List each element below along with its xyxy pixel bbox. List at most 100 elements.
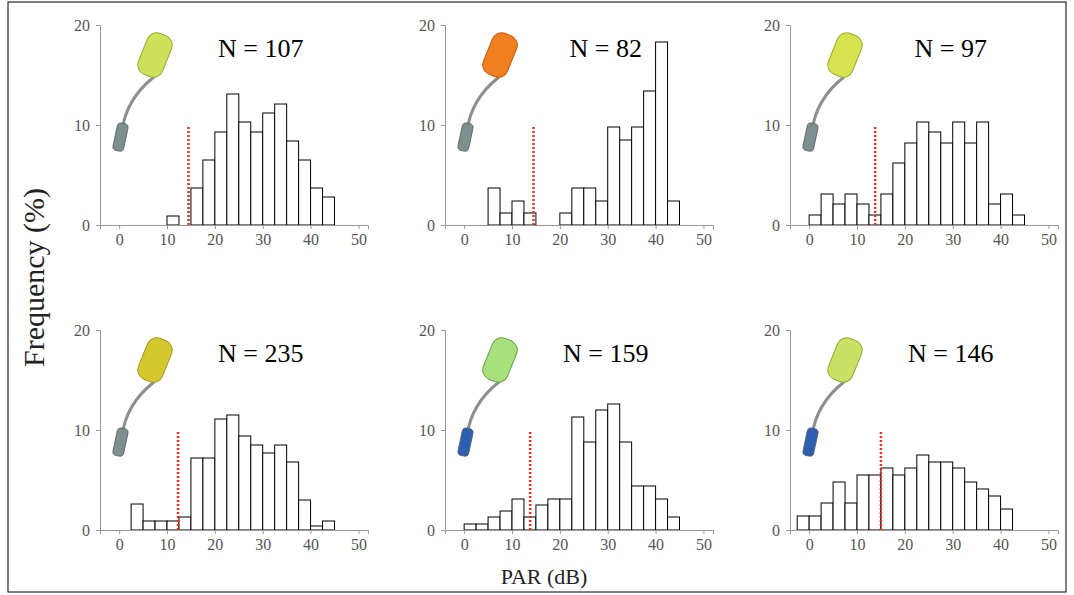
y-tick-mark: [786, 330, 790, 331]
x-axis: 01020304050: [791, 530, 1059, 553]
histogram-bar: [167, 216, 179, 225]
x-tick-mark: [215, 225, 216, 229]
x-tick-mark: [703, 530, 704, 534]
earplug-icon: [112, 335, 175, 457]
histogram-bar: [833, 482, 845, 530]
histogram-bar: [323, 521, 335, 530]
x-tick: 20: [552, 530, 568, 553]
x-tick: 20: [897, 530, 913, 553]
histogram-bar: [215, 132, 227, 225]
histogram-bar: [215, 419, 227, 530]
y-tick-label: 20: [764, 322, 780, 339]
y-tick-mark: [786, 530, 790, 531]
x-tick-mark: [215, 530, 216, 534]
x-tick-mark: [1048, 225, 1049, 229]
x-tick-label: 10: [160, 536, 176, 553]
y-tick-label: 10: [764, 117, 780, 134]
x-tick-mark: [512, 225, 513, 229]
x-axis-line: [446, 226, 714, 230]
histogram-bar: [857, 475, 869, 530]
panel: 0102030405001020N = 82: [419, 17, 714, 249]
x-tick: 0: [116, 225, 124, 248]
histogram-bar: [644, 91, 656, 225]
x-tick: 40: [648, 530, 664, 553]
y-tick: 10: [764, 422, 790, 439]
x-tick-label: 50: [351, 536, 367, 553]
icon-handle: [457, 427, 474, 457]
x-axis: 01020304050: [101, 225, 369, 248]
histogram-bar: [797, 225, 809, 226]
histogram-bar: [536, 505, 548, 530]
sample-size-label: N = 159: [563, 339, 648, 368]
x-tick-mark: [358, 225, 359, 229]
x-tick-mark: [119, 530, 120, 534]
histogram-bar: [131, 225, 143, 226]
y-axis-line: [441, 331, 446, 531]
y-axis: 01020: [764, 322, 791, 539]
histogram-bar: [620, 140, 632, 225]
x-axis-line: [101, 531, 369, 535]
histogram-bar: [668, 201, 680, 225]
icon-handle: [457, 122, 474, 152]
histogram-bar: [833, 204, 845, 225]
histogram-bar: [155, 521, 167, 530]
x-axis-title: PAR (dB): [501, 564, 588, 589]
y-tick-mark: [441, 225, 445, 226]
x-tick-mark: [809, 225, 810, 229]
panel: 0102030405001020N = 159: [419, 322, 714, 554]
histogram-bar: [227, 94, 239, 225]
earplug-icon: [112, 30, 175, 152]
y-tick: 20: [419, 17, 445, 34]
x-tick-label: 0: [461, 536, 469, 553]
histogram-bar: [500, 213, 512, 225]
y-tick-mark: [441, 330, 445, 331]
y-tick-label: 10: [74, 422, 90, 439]
earplug-icon: [457, 30, 520, 152]
x-tick-label: 20: [897, 536, 913, 553]
histogram-bar: [488, 188, 500, 225]
icon-handle: [112, 122, 129, 152]
icon-cord: [467, 77, 499, 131]
histogram-bar: [917, 122, 929, 225]
x-tick-mark: [857, 530, 858, 534]
sample-size-label: N = 235: [218, 339, 303, 368]
y-tick-label: 0: [427, 217, 435, 234]
x-tick-label: 0: [116, 231, 124, 248]
histogram-bar: [287, 462, 299, 530]
x-axis: 01020304050: [101, 530, 369, 553]
x-tick-mark: [809, 530, 810, 534]
histogram-bar: [203, 458, 215, 530]
threshold-line: [874, 125, 877, 225]
x-tick: 30: [255, 225, 271, 248]
y-tick: 0: [427, 522, 445, 539]
histogram-bar: [560, 213, 572, 225]
y-tick-mark: [96, 25, 100, 26]
x-axis: 01020304050: [446, 530, 714, 553]
x-tick-mark: [608, 530, 609, 534]
histogram-bar: [155, 225, 167, 226]
x-tick-label: 40: [993, 231, 1009, 248]
x-tick-label: 0: [116, 536, 124, 553]
histogram-bar: [251, 445, 263, 530]
figure-frame: [8, 2, 1066, 592]
histogram-bar: [107, 225, 119, 226]
histogram-bar: [953, 468, 965, 530]
x-tick: 30: [600, 530, 616, 553]
y-tick: 20: [74, 17, 100, 34]
x-tick-label: 50: [696, 536, 712, 553]
x-tick-mark: [1048, 530, 1049, 534]
x-tick: 0: [116, 530, 124, 553]
panel: 0102030405001020N = 107: [74, 17, 369, 249]
histogram-bar: [263, 113, 275, 225]
y-tick: 10: [764, 117, 790, 134]
histogram-bar: [989, 204, 1001, 225]
y-axis: 01020: [764, 17, 791, 234]
histogram-bar: [476, 225, 488, 226]
x-tick: 40: [303, 225, 319, 248]
threshold-line: [880, 430, 883, 530]
y-tick: 20: [74, 322, 100, 339]
histogram-bar: [488, 517, 500, 530]
sample-size-label: N = 146: [908, 339, 993, 368]
x-tick: 20: [897, 225, 913, 248]
x-axis-line: [791, 531, 1059, 535]
